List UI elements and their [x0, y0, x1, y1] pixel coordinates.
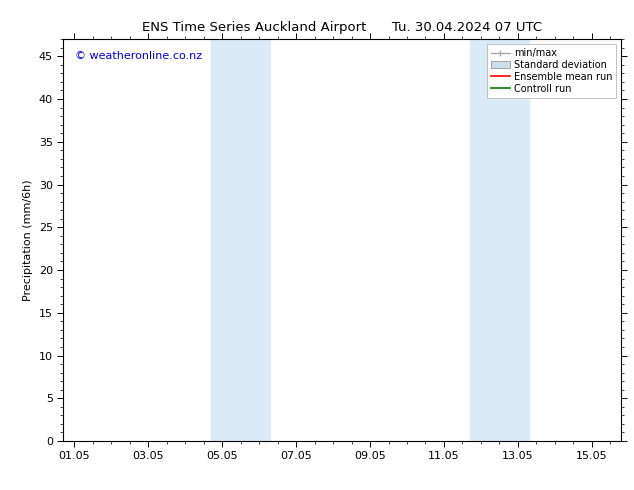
Title: ENS Time Series Auckland Airport      Tu. 30.04.2024 07 UTC: ENS Time Series Auckland Airport Tu. 30.… — [142, 21, 543, 34]
Legend: min/max, Standard deviation, Ensemble mean run, Controll run: min/max, Standard deviation, Ensemble me… — [487, 44, 616, 98]
Bar — [211, 39, 270, 441]
Y-axis label: Precipitation (mm/6h): Precipitation (mm/6h) — [23, 179, 34, 301]
Bar — [470, 39, 529, 441]
Text: © weatheronline.co.nz: © weatheronline.co.nz — [75, 51, 202, 61]
